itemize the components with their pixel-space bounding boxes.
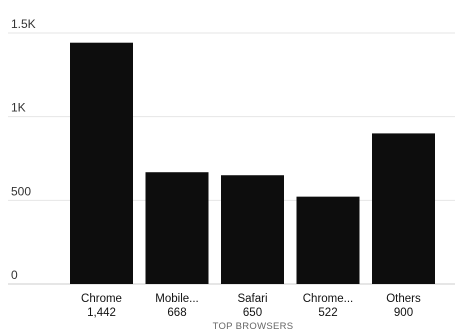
- bar[interactable]: [70, 42, 133, 284]
- bar[interactable]: [145, 172, 209, 284]
- bar-value-label: 522: [318, 307, 337, 319]
- x-tick-label: Chrome: [81, 293, 122, 305]
- bar-value-label: 650: [243, 307, 262, 319]
- x-axis-labels: Chrome 1,442 Mobile... 668 Safari 650 Chrome..…: [81, 293, 421, 319]
- y-tick-label: 0: [11, 268, 18, 282]
- y-tick-label: 500: [11, 184, 31, 198]
- bar[interactable]: [296, 196, 360, 284]
- bar[interactable]: [221, 175, 284, 284]
- bar[interactable]: [372, 133, 435, 284]
- x-tick-label: Safari: [237, 293, 267, 305]
- x-tick-label: Others: [386, 293, 421, 305]
- y-tick-label: 1.5K: [11, 17, 36, 31]
- y-tick-label: 1K: [11, 101, 26, 115]
- bars-layer: [70, 42, 435, 284]
- x-tick-label: Mobile...: [155, 293, 198, 305]
- bar-value-label: 1,442: [87, 307, 116, 319]
- x-axis-title: TOP BROWSERS: [213, 321, 294, 332]
- bar-value-label: 900: [394, 307, 413, 319]
- x-tick-label: Chrome...: [303, 293, 354, 305]
- bar-value-label: 668: [167, 307, 186, 319]
- y-axis-ticks: 0 500 1K 1.5K: [11, 17, 36, 282]
